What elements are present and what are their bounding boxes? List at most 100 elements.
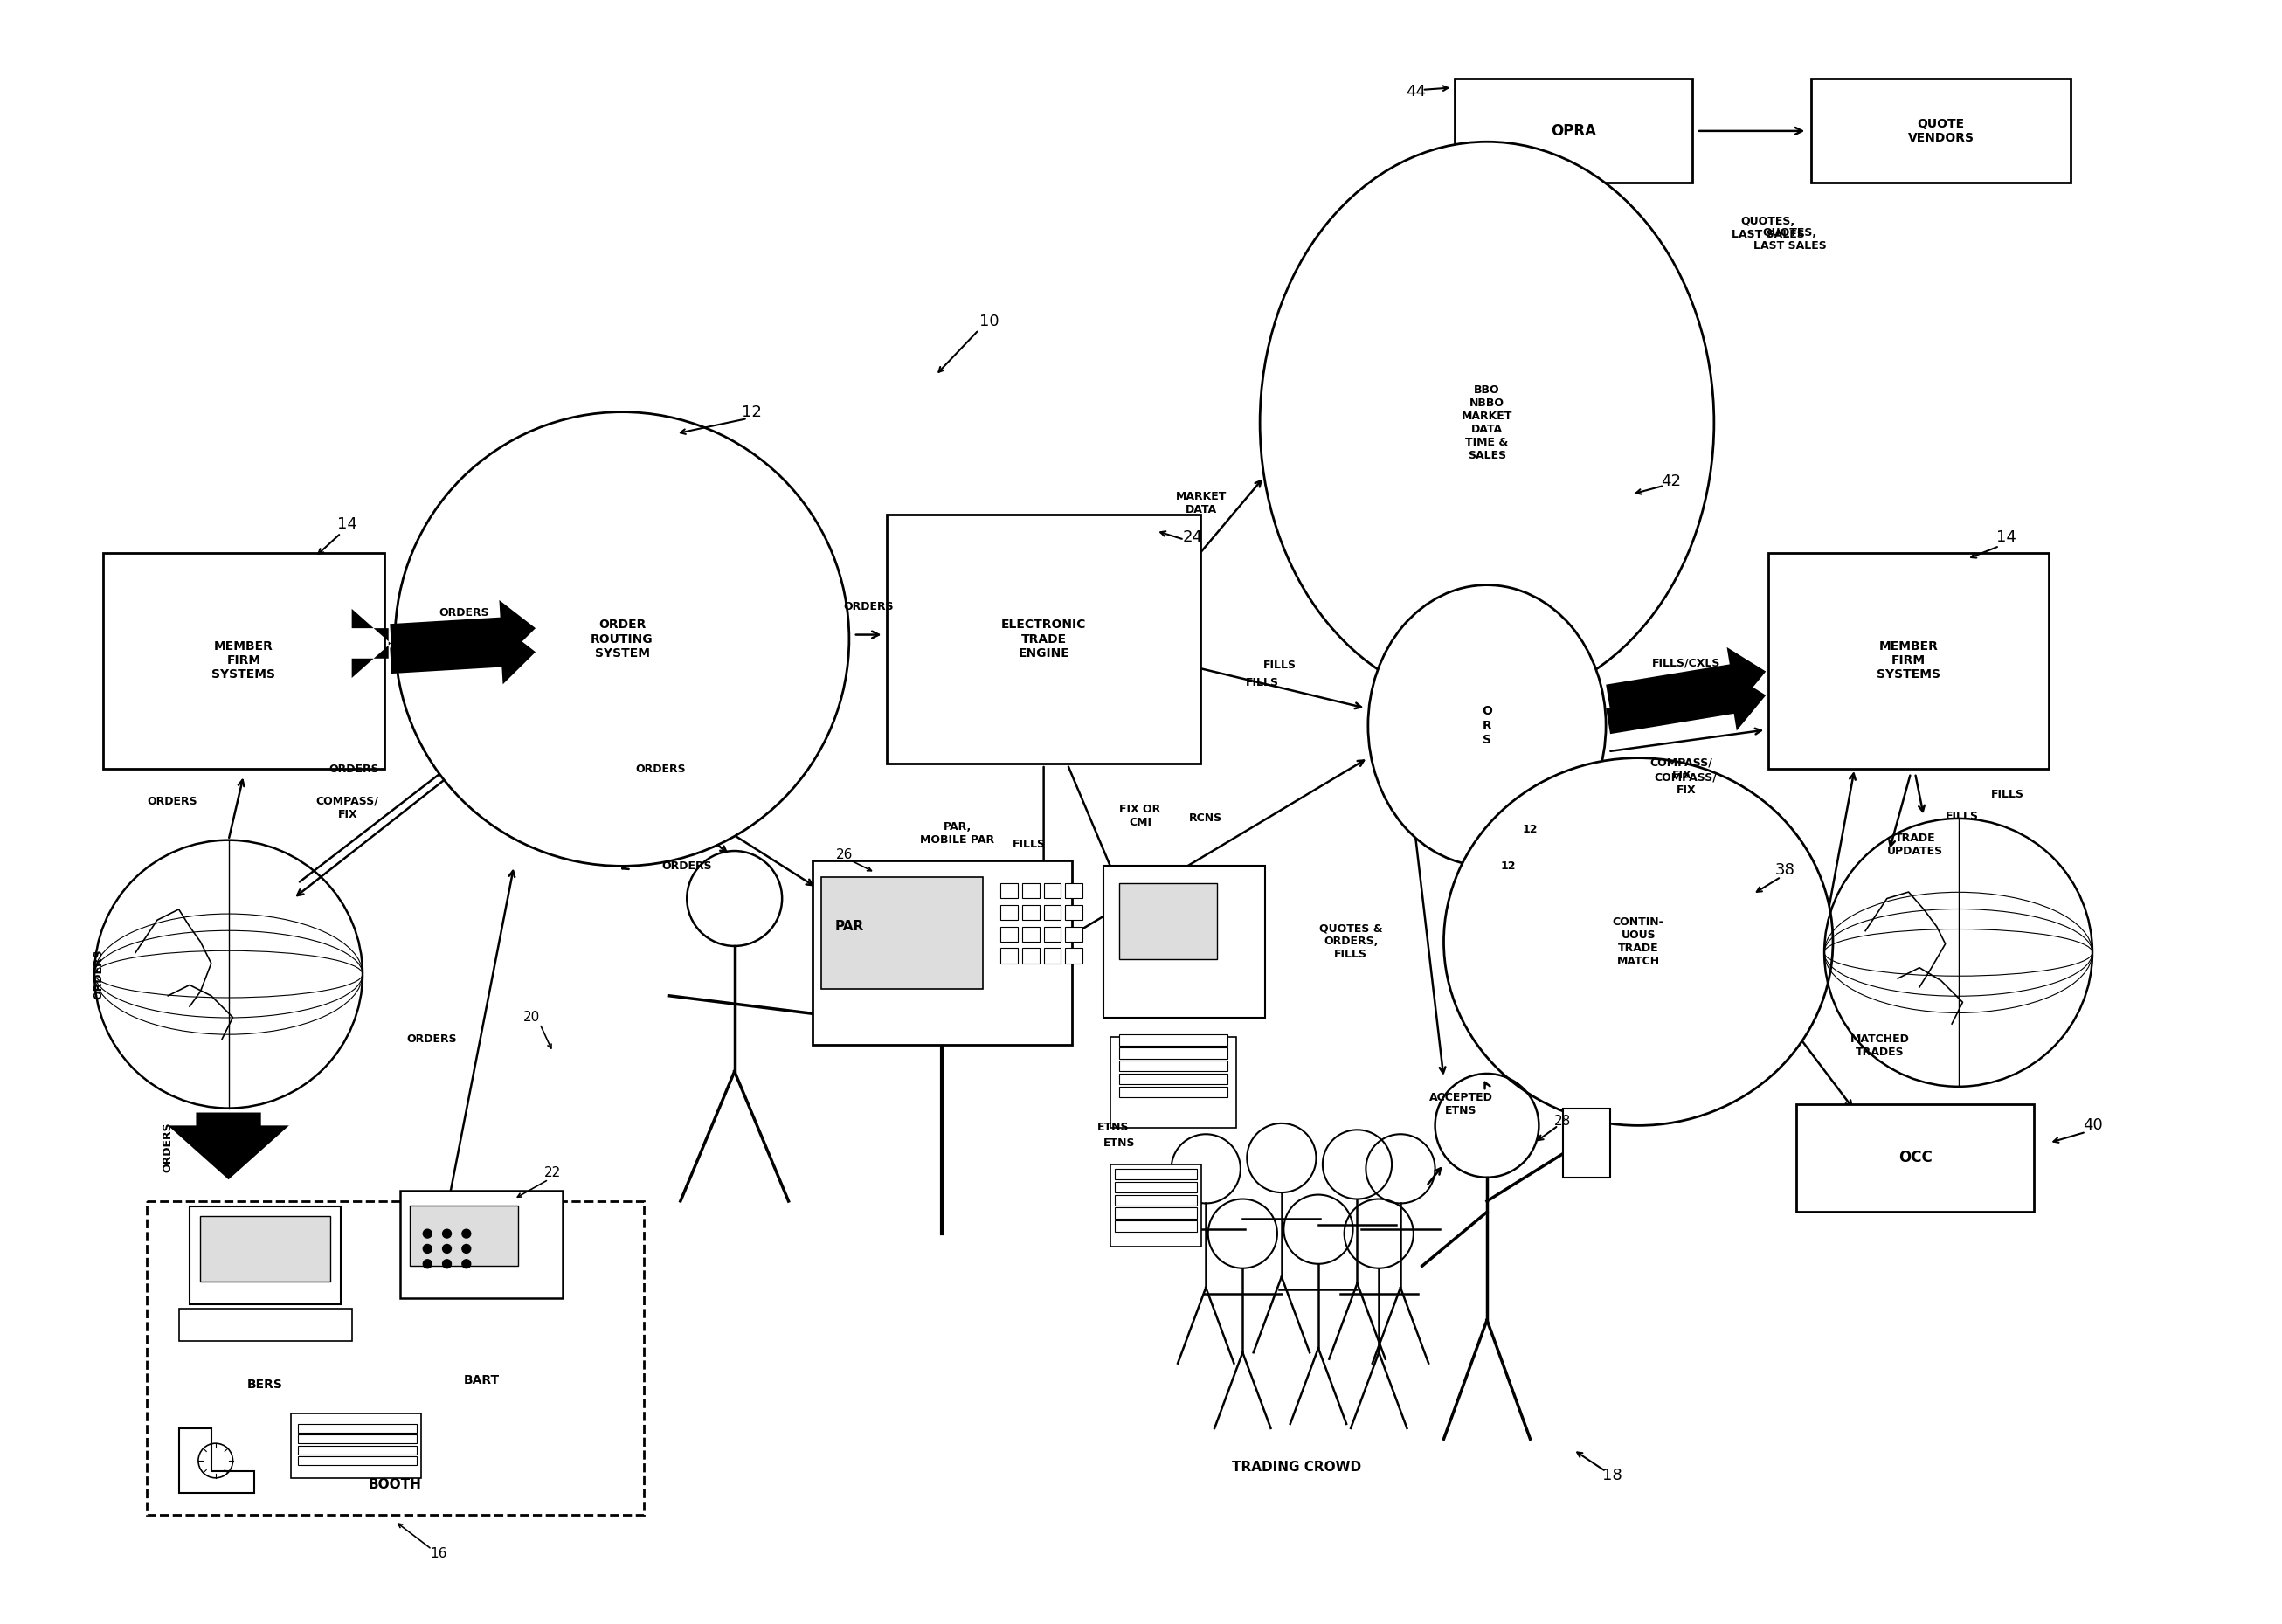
Text: COMPASS/
FIX: COMPASS/ FIX xyxy=(1650,757,1714,781)
FancyBboxPatch shape xyxy=(822,877,984,989)
FancyBboxPatch shape xyxy=(1116,1221,1198,1231)
FancyBboxPatch shape xyxy=(1116,1208,1198,1218)
FancyBboxPatch shape xyxy=(1116,1182,1198,1192)
FancyBboxPatch shape xyxy=(1116,1169,1198,1179)
FancyBboxPatch shape xyxy=(297,1445,418,1453)
Text: 10: 10 xyxy=(979,313,1000,330)
Text: OCC: OCC xyxy=(1899,1150,1933,1166)
Text: BOOTH: BOOTH xyxy=(367,1478,422,1491)
Text: 12: 12 xyxy=(742,404,762,421)
Text: COMPASS/
FIX: COMPASS/ FIX xyxy=(315,796,379,820)
FancyBboxPatch shape xyxy=(1000,948,1018,963)
Text: BBO
NBBO
MARKET
DATA
TIME &
SALES: BBO NBBO MARKET DATA TIME & SALES xyxy=(1460,385,1513,461)
Text: 22: 22 xyxy=(545,1166,561,1179)
Text: TRADING CROWD: TRADING CROWD xyxy=(1232,1460,1362,1473)
FancyBboxPatch shape xyxy=(146,1202,644,1515)
Circle shape xyxy=(422,1244,431,1254)
Text: OPRA: OPRA xyxy=(1552,123,1595,138)
Text: 44: 44 xyxy=(1406,84,1426,101)
FancyBboxPatch shape xyxy=(1066,905,1082,921)
FancyBboxPatch shape xyxy=(297,1424,418,1432)
Text: ETNS: ETNS xyxy=(1104,1137,1136,1148)
Text: 42: 42 xyxy=(1661,473,1682,489)
Text: ORDERS: ORDERS xyxy=(406,1033,456,1044)
FancyBboxPatch shape xyxy=(1111,1036,1237,1127)
FancyBboxPatch shape xyxy=(1120,883,1216,960)
Text: MEMBER
FIRM
SYSTEMS: MEMBER FIRM SYSTEMS xyxy=(212,640,276,680)
FancyBboxPatch shape xyxy=(1120,1047,1228,1059)
Polygon shape xyxy=(1607,671,1766,734)
FancyBboxPatch shape xyxy=(1120,1086,1228,1098)
Text: QUOTES,
LAST SALES: QUOTES, LAST SALES xyxy=(1732,216,1805,240)
FancyBboxPatch shape xyxy=(1454,80,1693,184)
Text: TRADE
UPDATES: TRADE UPDATES xyxy=(1887,831,1942,857)
FancyBboxPatch shape xyxy=(1116,1195,1198,1205)
Text: ORDERS: ORDERS xyxy=(844,601,895,612)
FancyBboxPatch shape xyxy=(1066,927,1082,942)
Circle shape xyxy=(461,1244,470,1254)
Text: 18: 18 xyxy=(1602,1468,1623,1484)
Polygon shape xyxy=(390,624,536,684)
Circle shape xyxy=(443,1229,452,1237)
Text: PAR,
MOBILE PAR: PAR, MOBILE PAR xyxy=(920,822,995,846)
Text: 14: 14 xyxy=(1997,529,2015,546)
Text: 28: 28 xyxy=(1554,1114,1570,1127)
FancyBboxPatch shape xyxy=(1769,552,2049,768)
Text: FILLS: FILLS xyxy=(1944,810,1978,822)
FancyBboxPatch shape xyxy=(1022,948,1038,963)
Polygon shape xyxy=(390,599,536,661)
Circle shape xyxy=(461,1260,470,1268)
Text: ORDERS: ORDERS xyxy=(146,796,199,807)
FancyBboxPatch shape xyxy=(1066,948,1082,963)
Text: ORDERS: ORDERS xyxy=(637,763,687,775)
FancyBboxPatch shape xyxy=(1000,905,1018,921)
Text: 16: 16 xyxy=(429,1548,447,1561)
Circle shape xyxy=(422,1260,431,1268)
Text: QUOTE
VENDORS: QUOTE VENDORS xyxy=(1908,119,1974,145)
Text: 38: 38 xyxy=(1775,862,1796,879)
Text: MEMBER
FIRM
SYSTEMS: MEMBER FIRM SYSTEMS xyxy=(1876,640,1940,680)
Text: 14: 14 xyxy=(338,516,358,533)
FancyBboxPatch shape xyxy=(1022,927,1038,942)
Text: ELECTRONIC
TRADE
ENGINE: ELECTRONIC TRADE ENGINE xyxy=(1002,619,1086,659)
Text: MATCHED
TRADES: MATCHED TRADES xyxy=(1851,1033,1910,1057)
Ellipse shape xyxy=(395,412,849,866)
FancyBboxPatch shape xyxy=(292,1413,420,1478)
FancyBboxPatch shape xyxy=(812,861,1073,1044)
FancyBboxPatch shape xyxy=(1043,927,1061,942)
Text: 20: 20 xyxy=(523,1010,539,1025)
FancyBboxPatch shape xyxy=(1796,1104,2033,1212)
Text: BART: BART xyxy=(463,1374,500,1387)
Text: ORDERS: ORDERS xyxy=(94,948,105,999)
Text: 12: 12 xyxy=(1522,823,1538,835)
FancyBboxPatch shape xyxy=(297,1457,418,1465)
Text: FILLS/CXLS: FILLS/CXLS xyxy=(1652,658,1721,669)
Text: 26: 26 xyxy=(835,849,853,862)
FancyBboxPatch shape xyxy=(1043,883,1061,898)
Ellipse shape xyxy=(1445,758,1832,1125)
Text: CONTIN-
UOUS
TRADE
MATCH: CONTIN- UOUS TRADE MATCH xyxy=(1613,916,1664,966)
Text: BART: BART xyxy=(466,1239,497,1250)
FancyBboxPatch shape xyxy=(1120,1060,1228,1072)
Polygon shape xyxy=(1607,648,1766,710)
Text: ORDERS: ORDERS xyxy=(162,1122,173,1173)
FancyBboxPatch shape xyxy=(1563,1108,1611,1177)
Text: ETNS: ETNS xyxy=(1098,1122,1130,1134)
FancyBboxPatch shape xyxy=(201,1216,331,1281)
FancyBboxPatch shape xyxy=(1022,905,1038,921)
FancyBboxPatch shape xyxy=(1043,948,1061,963)
FancyBboxPatch shape xyxy=(1812,80,2070,184)
Circle shape xyxy=(443,1244,452,1254)
FancyBboxPatch shape xyxy=(1000,883,1018,898)
Text: O
R
S: O R S xyxy=(1481,705,1492,745)
FancyBboxPatch shape xyxy=(888,515,1200,763)
Text: ORDERS: ORDERS xyxy=(438,607,488,619)
FancyBboxPatch shape xyxy=(399,1190,564,1299)
FancyBboxPatch shape xyxy=(178,1309,351,1341)
FancyBboxPatch shape xyxy=(1022,883,1038,898)
Text: FILLS: FILLS xyxy=(1246,677,1278,689)
FancyBboxPatch shape xyxy=(1102,866,1264,1017)
Text: QUOTES,
LAST SALES: QUOTES, LAST SALES xyxy=(1753,227,1826,252)
Text: ACCEPTED
ETNS: ACCEPTED ETNS xyxy=(1429,1091,1492,1116)
Text: FILLS: FILLS xyxy=(1013,838,1045,849)
